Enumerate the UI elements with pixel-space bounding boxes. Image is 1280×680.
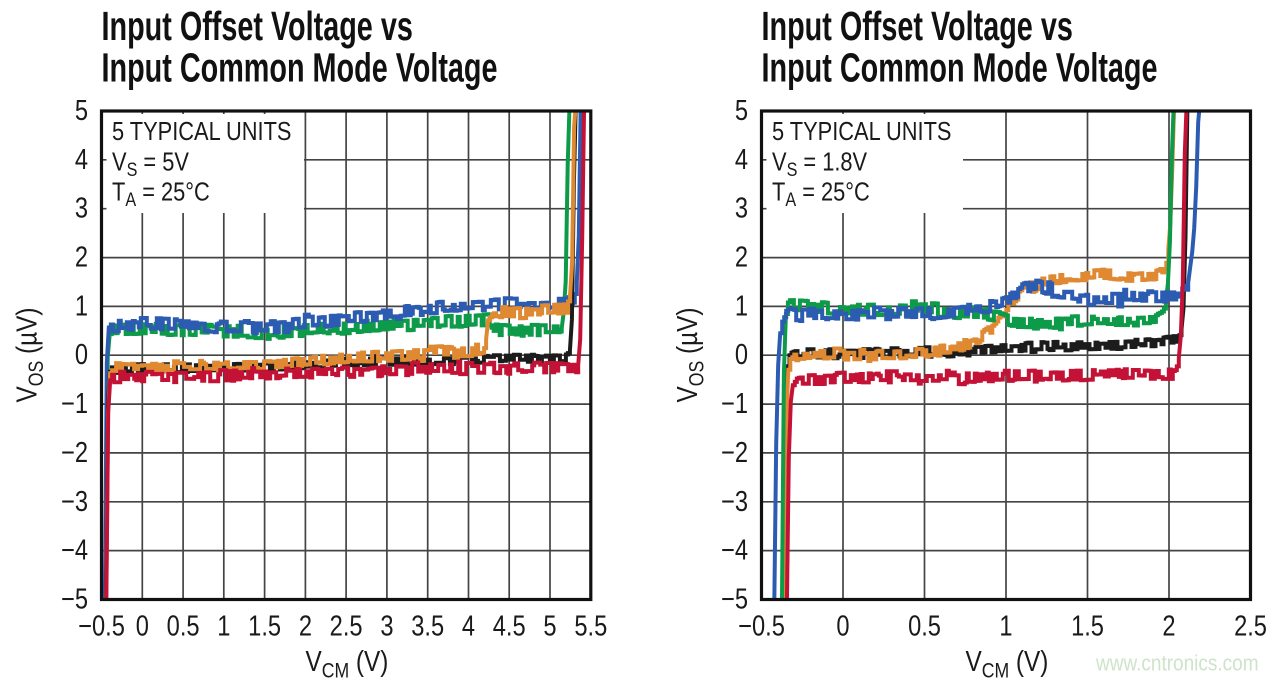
svg-text:5: 5 [543,609,556,642]
svg-text:5 TYPICAL UNITS: 5 TYPICAL UNITS [112,117,291,146]
svg-text:−0.5: −0.5 [78,609,125,642]
svg-text:5 TYPICAL UNITS: 5 TYPICAL UNITS [772,117,951,146]
svg-text:−3: −3 [721,485,748,518]
svg-text:−0.5: −0.5 [738,609,785,642]
svg-text:2: 2 [75,240,88,273]
svg-text:−3: −3 [61,485,88,518]
svg-text:0.5: 0.5 [908,609,941,642]
svg-text:5.5: 5.5 [574,609,607,642]
svg-text:−1: −1 [721,387,748,420]
svg-text:0: 0 [75,338,88,371]
svg-text:0: 0 [735,338,748,371]
svg-text:4.5: 4.5 [493,609,526,642]
svg-text:5: 5 [75,94,88,127]
svg-text:5: 5 [735,94,748,127]
svg-text:2: 2 [299,609,312,642]
svg-text:VOS (µV): VOS (µV) [11,308,49,403]
svg-text:−4: −4 [61,534,88,567]
svg-text:Input Common Mode Voltage: Input Common Mode Voltage [102,46,498,91]
svg-text:1: 1 [735,289,748,322]
svg-text:−4: −4 [721,534,748,567]
svg-text:3: 3 [75,192,88,225]
svg-text:−5: −5 [61,582,88,615]
svg-text:−2: −2 [61,436,88,469]
svg-text:2: 2 [1162,609,1175,642]
svg-text:Input Offset Voltage vs: Input Offset Voltage vs [102,4,413,49]
svg-text:VOS (µV): VOS (µV) [671,308,709,403]
svg-text:3.5: 3.5 [411,609,444,642]
svg-text:1: 1 [75,289,88,322]
svg-text:3: 3 [380,609,393,642]
svg-text:−1: −1 [61,387,88,420]
svg-text:www.cntronics.com: www.cntronics.com [1095,651,1258,676]
svg-text:1.5: 1.5 [1071,609,1104,642]
svg-text:VS = 5V: VS = 5V [112,148,189,181]
svg-text:3: 3 [735,192,748,225]
svg-text:4: 4 [462,609,475,642]
svg-text:4: 4 [75,143,88,176]
svg-text:0: 0 [836,609,849,642]
svg-text:0.5: 0.5 [167,609,200,642]
svg-text:−2: −2 [721,436,748,469]
svg-text:1: 1 [999,609,1012,642]
svg-text:VS = 1.8V: VS = 1.8V [772,148,867,181]
svg-text:2.5: 2.5 [330,609,363,642]
svg-text:Input Offset Voltage vs: Input Offset Voltage vs [762,4,1073,49]
svg-text:2.5: 2.5 [1234,609,1267,642]
svg-text:1.5: 1.5 [248,609,281,642]
svg-text:4: 4 [735,143,748,176]
svg-text:1: 1 [217,609,230,642]
svg-text:2: 2 [735,240,748,273]
svg-text:Input Common Mode Voltage: Input Common Mode Voltage [762,46,1158,91]
svg-text:−5: −5 [721,582,748,615]
svg-text:0: 0 [136,609,149,642]
